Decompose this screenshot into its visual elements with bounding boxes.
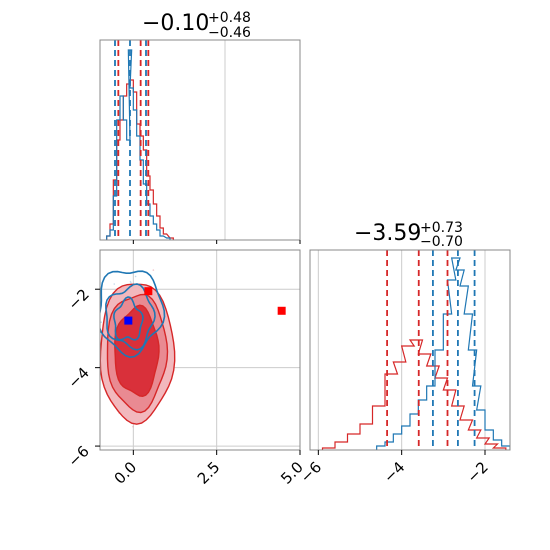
scatter-ytick-label-2: −6	[64, 442, 92, 470]
right-hist-red-series	[321, 339, 507, 450]
right-hist-xtick-label-2: −2	[463, 458, 491, 486]
scatter-point-red	[91, 316, 93, 318]
scatter-xtick-label-2: 5.0	[277, 458, 307, 488]
red-marker-1	[277, 306, 286, 315]
blue-contour-inner	[113, 296, 144, 341]
red-marker-0	[144, 287, 153, 296]
scatter-ytick-label-1: −4	[64, 364, 92, 392]
right-hist-xtick-label-1: −4	[380, 458, 408, 486]
scatter-point-blue	[134, 275, 137, 278]
top-hist-blue-series	[106, 49, 171, 240]
scatter-point-blue	[130, 282, 132, 284]
right-hist-title: −3.59	[354, 221, 421, 246]
right-hist-blue-series	[376, 257, 510, 450]
blue-marker	[124, 316, 133, 325]
blue-contour-mid	[105, 283, 156, 351]
scatter-2d-panel: 0.0 2.5 5.0 −2 −4 −6	[64, 249, 307, 488]
top-hist-title: −0.10	[142, 11, 209, 36]
right-hist-title-sup: +0.73	[420, 220, 463, 236]
red-contour-inner	[114, 304, 160, 398]
top-hist-frame	[99, 39, 301, 241]
scatter-point-blue	[129, 280, 132, 283]
right-histogram-panel: −3.59 +0.73 −0.70 −6 −4 −2	[297, 220, 511, 486]
scatter-xtick-label-1: 2.5	[194, 458, 224, 488]
scatter-frame	[99, 249, 301, 451]
scatter-point-blue	[100, 321, 103, 323]
right-hist-title-sub: −0.70	[420, 234, 463, 250]
scatter-ytick-label-0: −2	[64, 285, 92, 313]
top-histogram-panel: −0.10 +0.48 −0.46	[99, 10, 301, 244]
right-hist-frame	[309, 249, 511, 451]
scatter-point-red	[152, 269, 155, 271]
top-hist-title-sub: −0.46	[208, 25, 251, 41]
top-hist-title-sup: +0.48	[208, 10, 251, 26]
scatter-point-blue	[113, 283, 116, 285]
scatter-point-red	[132, 425, 134, 428]
scatter-xtick-label-0: 0.0	[111, 458, 141, 488]
